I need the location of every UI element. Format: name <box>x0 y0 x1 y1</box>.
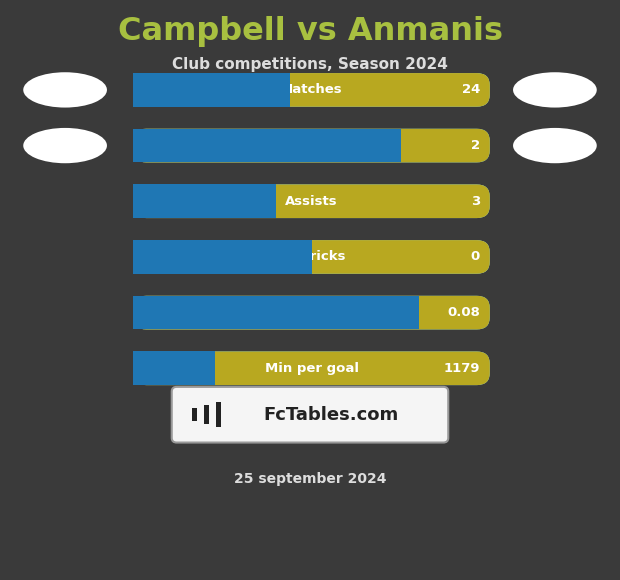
FancyBboxPatch shape <box>133 351 490 385</box>
Text: 0.32: 0.32 <box>143 306 176 319</box>
FancyBboxPatch shape <box>133 240 490 274</box>
Text: FcTables.com: FcTables.com <box>264 405 399 424</box>
Text: 0: 0 <box>471 251 480 263</box>
Bar <box>192 408 197 421</box>
FancyBboxPatch shape <box>133 296 490 329</box>
Text: 0.08: 0.08 <box>447 306 480 319</box>
FancyBboxPatch shape <box>133 129 490 162</box>
Bar <box>216 402 221 427</box>
FancyBboxPatch shape <box>133 184 490 218</box>
Text: Min per goal: Min per goal <box>265 362 358 375</box>
FancyBboxPatch shape <box>172 387 448 443</box>
FancyBboxPatch shape <box>133 296 490 329</box>
Text: Assists: Assists <box>285 195 338 208</box>
Text: 1179: 1179 <box>443 362 480 375</box>
Ellipse shape <box>23 128 107 163</box>
FancyBboxPatch shape <box>133 73 490 107</box>
Text: Goals: Goals <box>291 139 332 152</box>
Ellipse shape <box>513 128 596 163</box>
FancyBboxPatch shape <box>133 351 490 385</box>
FancyBboxPatch shape <box>133 240 490 274</box>
Text: 349: 349 <box>143 362 171 375</box>
Text: 6: 6 <box>143 139 153 152</box>
Text: Campbell vs Anmanis: Campbell vs Anmanis <box>118 16 502 48</box>
Text: 25 september 2024: 25 september 2024 <box>234 472 386 485</box>
FancyBboxPatch shape <box>133 73 490 107</box>
Text: 19: 19 <box>143 84 161 96</box>
Text: Hattricks: Hattricks <box>277 251 346 263</box>
Ellipse shape <box>513 72 596 107</box>
Text: 2: 2 <box>143 195 153 208</box>
Text: 24: 24 <box>461 84 480 96</box>
Ellipse shape <box>23 72 107 107</box>
Text: Goals per match: Goals per match <box>250 306 373 319</box>
Text: Matches: Matches <box>280 84 343 96</box>
FancyBboxPatch shape <box>133 129 490 162</box>
FancyBboxPatch shape <box>133 184 490 218</box>
Text: 3: 3 <box>471 195 480 208</box>
Text: 0: 0 <box>143 251 153 263</box>
Text: Club competitions, Season 2024: Club competitions, Season 2024 <box>172 57 448 72</box>
Text: 2: 2 <box>471 139 480 152</box>
Bar <box>204 405 209 424</box>
